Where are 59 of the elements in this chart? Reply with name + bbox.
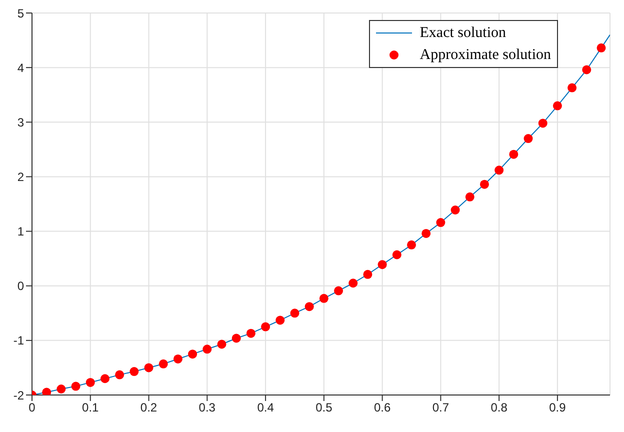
point [319,294,328,303]
point [130,367,139,376]
point [582,65,592,74]
point [56,384,66,394]
legend-label: Exact solution [420,24,506,43]
point [173,354,182,364]
y-tick-label: 2 [17,170,24,184]
point [71,382,80,391]
x-tick-label: 0.2 [140,400,158,415]
legend-label: Approximate solution [420,46,551,65]
x-tick-label: 0.6 [374,400,391,415]
point [494,166,504,175]
point [465,192,474,202]
point [348,278,358,288]
x-tick-label: 0.5 [316,400,333,415]
point [115,370,124,380]
point [232,334,241,343]
point [304,302,314,312]
point [524,134,533,144]
y-tick-label: 5 [17,6,24,20]
y-tick-label: -1 [13,334,24,348]
point [217,340,226,349]
point [392,250,402,260]
point [100,374,110,384]
x-tick-label: 0.3 [198,400,216,415]
y-tick-label: 0 [17,279,24,294]
y-tick-label: -2 [13,388,24,402]
x-tick-label: 0 [28,400,36,415]
point [538,118,548,128]
x-tick-label: 0.8 [490,400,508,415]
point [144,363,154,372]
point [158,359,168,368]
point [86,378,95,387]
point [509,150,518,159]
point [290,308,300,318]
point [42,388,52,395]
point [422,228,431,238]
y-tick-label: 3 [17,115,24,130]
point [596,43,606,52]
point [188,350,198,359]
point [450,206,460,215]
point [552,101,562,110]
point [363,270,372,279]
point [202,344,212,354]
point [276,316,285,325]
point [436,218,446,228]
x-tick-label: 0.7 [432,400,450,415]
point [568,83,577,92]
point [246,328,256,338]
point [334,286,344,296]
point [261,322,270,332]
point [378,260,387,270]
x-tick-label: 0.4 [257,400,274,415]
x-tick-label: 0.9 [549,400,566,415]
point [480,180,489,189]
y-tick-label: 1 [17,224,24,239]
y-tick-label: 4 [17,60,24,75]
x-tick-label: 0.1 [82,400,100,415]
point [406,240,416,250]
